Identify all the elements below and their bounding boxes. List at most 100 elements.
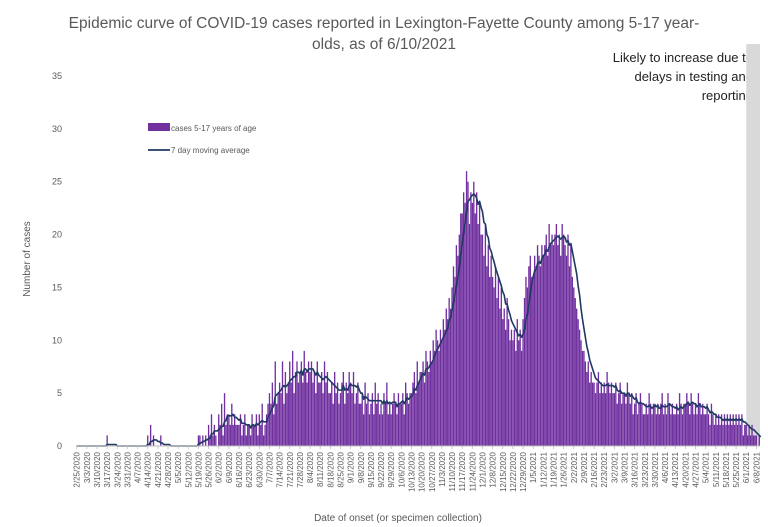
bar: [254, 424, 256, 446]
bar: [345, 382, 347, 446]
bar: [425, 350, 427, 446]
bar: [331, 382, 333, 446]
bar: [341, 382, 343, 446]
bar: [647, 414, 649, 446]
bar: [481, 234, 484, 446]
bar: [677, 414, 679, 446]
bar: [323, 361, 326, 446]
x-tick-label: 1/5/2021: [529, 451, 538, 483]
bar: [339, 393, 342, 446]
bar: [412, 382, 414, 446]
x-tick-label: 4/7/2020: [134, 451, 143, 483]
bar: [278, 382, 281, 446]
bar: [638, 403, 640, 446]
bar: [561, 224, 563, 446]
bar: [541, 245, 543, 446]
bar: [365, 403, 368, 446]
bar: [731, 424, 733, 446]
bar: [406, 393, 408, 446]
y-tick-label: 20: [52, 230, 62, 240]
bar: [668, 403, 671, 446]
bar: [551, 234, 553, 446]
bar: [423, 382, 426, 446]
bar: [277, 393, 279, 446]
bar: [618, 393, 620, 446]
bar: [673, 414, 675, 446]
bar: [560, 255, 562, 446]
bar: [573, 287, 575, 446]
bar: [670, 414, 672, 446]
bar: [728, 424, 730, 446]
bar: [416, 361, 418, 446]
bar: [632, 414, 634, 446]
bar: [394, 403, 397, 446]
bar: [429, 350, 431, 446]
x-tick-label: 1/26/2021: [560, 451, 569, 487]
x-axis-label: Date of onset (or specimen collection): [314, 513, 482, 524]
x-tick-label: 12/1/2020: [478, 451, 487, 487]
bar: [738, 414, 740, 446]
bar: [741, 414, 743, 446]
bar: [665, 414, 668, 446]
x-tick-label: 8/11/2020: [316, 451, 325, 487]
bar: [402, 393, 404, 446]
bar: [248, 424, 250, 446]
bar: [536, 245, 539, 446]
bar: [631, 393, 633, 446]
y-tick-label: 25: [52, 177, 62, 187]
bar: [729, 414, 731, 446]
bar: [306, 382, 308, 446]
x-tick-label: 3/9/2021: [621, 451, 630, 483]
bar: [207, 424, 210, 446]
bar: [335, 393, 337, 446]
bar: [593, 382, 595, 446]
bar: [287, 382, 289, 446]
bar: [545, 234, 547, 446]
x-tick-label: 4/20/2021: [681, 451, 690, 487]
bar: [384, 403, 387, 446]
bar: [723, 414, 726, 446]
bar: [751, 424, 753, 446]
bar: [273, 414, 275, 446]
bar: [686, 393, 688, 446]
bar: [386, 382, 388, 446]
bar: [370, 403, 372, 446]
bar: [436, 340, 439, 446]
x-tick-label: 1/19/2021: [550, 451, 559, 487]
x-tick-label: 10/13/2020: [407, 451, 416, 492]
bar: [464, 202, 466, 446]
bar: [219, 424, 221, 446]
bar: [597, 372, 600, 446]
y-axis-label: Number of cases: [22, 221, 33, 297]
bar: [709, 424, 711, 446]
bar: [241, 435, 243, 446]
bar: [715, 414, 717, 446]
bar: [244, 414, 246, 446]
bar: [303, 350, 305, 446]
bar: [242, 424, 245, 446]
x-tick-label: 6/8/2021: [752, 451, 761, 483]
bar: [439, 329, 442, 446]
bar: [247, 424, 249, 446]
bar: [635, 393, 637, 446]
bar: [332, 403, 334, 446]
bar: [644, 414, 646, 446]
x-tick-label: 2/9/2021: [580, 451, 589, 483]
bar: [405, 382, 407, 446]
bar: [515, 350, 517, 446]
bar: [513, 329, 516, 446]
bar: [660, 403, 662, 446]
bar: [433, 350, 436, 446]
bar: [697, 393, 700, 446]
bar: [678, 393, 681, 446]
x-tick-label: 3/30/2021: [651, 451, 660, 487]
bar: [312, 382, 314, 446]
bar: [235, 424, 237, 446]
bar: [336, 382, 339, 446]
x-tick-label: 3/23/2021: [641, 451, 650, 487]
bar: [309, 372, 311, 446]
bar: [577, 319, 579, 446]
bar: [735, 414, 737, 446]
bar: [328, 393, 330, 446]
bar: [622, 393, 624, 446]
